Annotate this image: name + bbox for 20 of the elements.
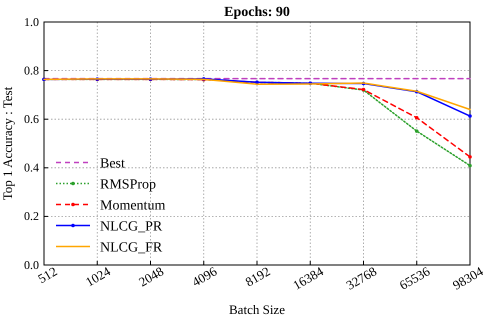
legend-label: Momentum [100,198,166,214]
x-tick-label: 1024 [82,263,114,290]
x-tick-label: 65536 [396,263,433,293]
y-tick-label: 0.8 [24,63,39,78]
x-tick-label: 32768 [343,263,380,293]
legend-label: RMSProp [100,177,156,192]
chart-title: Epochs: 90 [224,5,290,20]
legend-label: NLCG_FR [100,240,163,256]
legend-label: Best [100,156,125,172]
x-tick-label: 8192 [242,263,273,290]
legend-label: NLCG_PR [100,219,163,234]
y-tick-label: 0.2 [24,209,39,224]
y-axis-title: Top 1 Accuracy : Test [0,86,15,200]
x-tick-label: 2048 [136,263,166,290]
x-axis-title: Batch Size [229,302,286,317]
y-tick-label: 0.0 [24,258,39,272]
x-tick-label: 4096 [189,263,220,290]
y-tick-label: 0.4 [24,160,39,175]
y-tick-label: 1.0 [24,14,39,29]
y-tick-label: 0.6 [24,112,39,126]
